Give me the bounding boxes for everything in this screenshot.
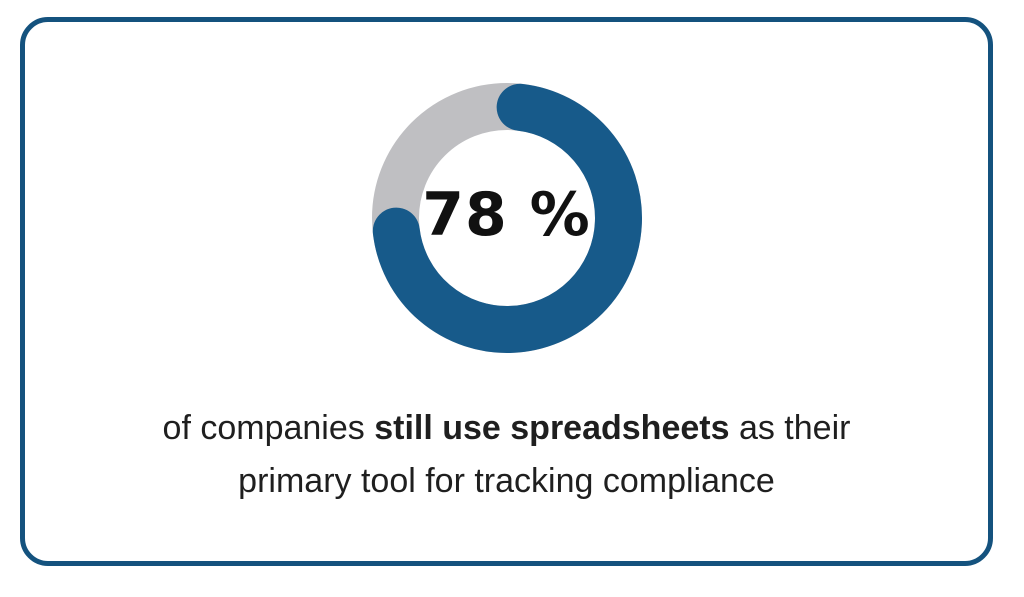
caption-line-2: primary tool for tracking compliance [238, 462, 775, 500]
stat-card: 78 % of companies still use spreadsheets… [20, 17, 993, 566]
caption-bold-text: still use spreadsheets [374, 409, 730, 447]
caption: of companies still use spreadsheets as t… [163, 402, 851, 508]
caption-text: of companies [162, 409, 375, 447]
donut-progress-arc [372, 83, 642, 353]
donut-center-label: 78 % [422, 180, 591, 251]
donut-chart: 78 % [367, 78, 647, 358]
caption-line-1: of companies still use spreadsheets as t… [163, 402, 851, 455]
donut-chart-svg [371, 83, 642, 353]
caption-text: as their [729, 409, 851, 447]
